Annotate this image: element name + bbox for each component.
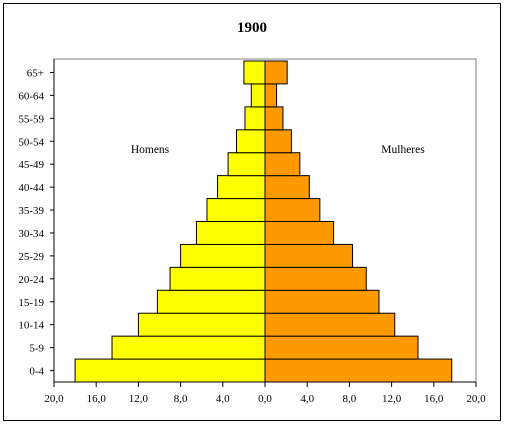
bar-men-15-19 <box>156 289 266 314</box>
series-label-men: Homens <box>131 144 170 156</box>
bar-women-0-4 <box>264 358 453 383</box>
bar-men-20-24 <box>169 266 266 291</box>
x-tick-label: 12,0 <box>129 393 149 405</box>
y-tick-label: 45-49 <box>18 159 44 171</box>
bar-men-5-9 <box>111 335 266 360</box>
bar-men-65+ <box>243 60 266 85</box>
bar-women-15-19 <box>264 289 380 314</box>
bar-women-35-39 <box>264 198 321 222</box>
x-tick-label: 4,0 <box>216 393 230 405</box>
bar-men-50-54 <box>236 129 266 154</box>
y-tick-label: 50-54 <box>18 136 44 148</box>
y-tick-label: 65+ <box>27 67 44 79</box>
x-tick-label: 8,0 <box>174 393 188 405</box>
x-tick-label: 16,0 <box>87 393 107 405</box>
bar-women-60-64 <box>264 83 278 108</box>
bar-women-10-14 <box>264 312 396 337</box>
y-tick-label: 5-9 <box>29 343 44 355</box>
bar-men-45-49 <box>227 152 266 177</box>
bar-women-40-44 <box>264 175 310 200</box>
bar-men-10-14 <box>137 312 266 337</box>
y-tick-label: 40-44 <box>18 182 44 194</box>
y-tick-label: 20-24 <box>18 274 44 286</box>
bar-women-55-59 <box>264 106 284 131</box>
x-tick-label: 20,0 <box>466 393 486 405</box>
bar-men-55-59 <box>244 106 266 131</box>
bar-women-50-54 <box>264 129 292 154</box>
bar-men-60-64 <box>250 83 266 108</box>
x-tick-label: 20,0 <box>44 393 64 405</box>
x-tick-label: 16,0 <box>424 393 444 405</box>
bar-women-30-34 <box>264 221 335 245</box>
bar-men-0-4 <box>74 358 266 383</box>
bar-men-25-29 <box>180 243 266 268</box>
y-tick-label: 0-4 <box>29 366 44 378</box>
x-tick-label: 12,0 <box>382 393 402 405</box>
chart-title: 1900 <box>237 20 267 36</box>
series-label-women: Mulheres <box>381 144 425 156</box>
bar-women-5-9 <box>264 335 419 360</box>
y-tick-label: 30-34 <box>18 228 44 240</box>
bar-men-40-44 <box>217 175 266 200</box>
bar-women-65+ <box>264 60 288 85</box>
bar-women-45-49 <box>264 152 301 177</box>
bar-men-35-39 <box>206 198 266 222</box>
y-tick-label: 35-39 <box>18 205 44 217</box>
y-tick-label: 10-14 <box>18 320 44 332</box>
bar-women-25-29 <box>264 243 354 268</box>
y-tick-label: 15-19 <box>18 297 44 309</box>
y-tick-label: 60-64 <box>18 90 44 102</box>
y-tick-label: 25-29 <box>18 251 44 263</box>
x-tick-label: 4,0 <box>300 393 314 405</box>
bar-women-20-24 <box>264 266 367 291</box>
x-tick-label: 0,0 <box>258 393 272 405</box>
bar-men-30-34 <box>195 221 266 245</box>
x-tick-label: 8,0 <box>343 393 357 405</box>
y-tick-label: 55-59 <box>18 113 44 125</box>
